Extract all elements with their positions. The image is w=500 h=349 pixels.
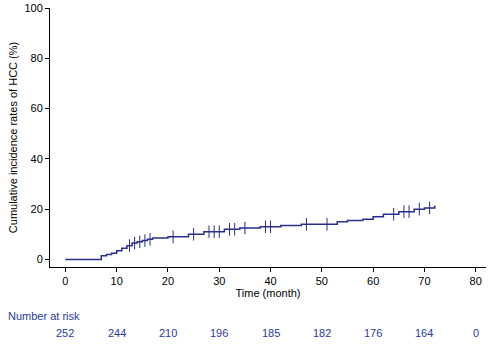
- svg-text:20: 20: [162, 275, 174, 287]
- svg-text:196: 196: [210, 327, 228, 339]
- svg-text:10: 10: [111, 275, 123, 287]
- svg-text:Number at risk: Number at risk: [8, 310, 80, 322]
- svg-text:40: 40: [31, 153, 43, 165]
- svg-text:80: 80: [470, 275, 482, 287]
- svg-text:40: 40: [264, 275, 276, 287]
- svg-text:182: 182: [313, 327, 331, 339]
- svg-text:60: 60: [367, 275, 379, 287]
- svg-text:0: 0: [37, 253, 43, 265]
- svg-text:164: 164: [415, 327, 433, 339]
- svg-text:210: 210: [159, 327, 177, 339]
- svg-text:Cumulative incidence rates of: Cumulative incidence rates of HCC (%): [7, 42, 19, 233]
- svg-text:Time (month): Time (month): [236, 287, 301, 299]
- svg-text:100: 100: [24, 2, 42, 14]
- svg-text:30: 30: [213, 275, 225, 287]
- svg-text:20: 20: [31, 203, 43, 215]
- svg-text:0: 0: [62, 275, 68, 287]
- svg-text:70: 70: [418, 275, 430, 287]
- svg-text:50: 50: [316, 275, 328, 287]
- svg-text:252: 252: [56, 327, 74, 339]
- svg-text:60: 60: [31, 102, 43, 114]
- svg-text:80: 80: [31, 52, 43, 64]
- svg-text:244: 244: [108, 327, 126, 339]
- svg-text:176: 176: [364, 327, 382, 339]
- svg-text:185: 185: [262, 327, 280, 339]
- svg-text:0: 0: [473, 327, 479, 339]
